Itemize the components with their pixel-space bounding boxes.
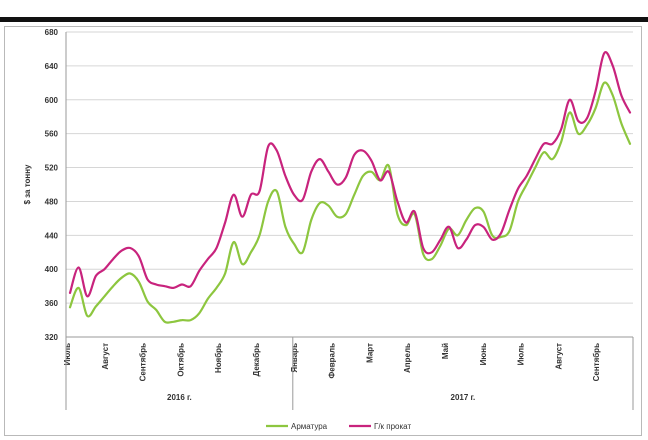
top-header-strip <box>0 0 648 22</box>
x-tick-label: Март <box>365 343 374 363</box>
y-tick-label: 640 <box>45 62 59 71</box>
x-tick-label: Июль <box>63 343 72 365</box>
x-tick-label: Июнь <box>479 343 488 365</box>
x-tick-label: Сентябрь <box>592 343 601 381</box>
y-tick-label: 680 <box>45 28 59 37</box>
y-axis-title: $ за тонну <box>23 164 32 205</box>
x-tick-label: Декабрь <box>252 343 261 377</box>
x-tick-label: Октябрь <box>176 343 185 377</box>
y-tick-label: 320 <box>45 333 59 342</box>
legend-entry: Арматура <box>291 422 328 431</box>
y-tick-label: 400 <box>45 265 59 274</box>
y-tick-label: 440 <box>45 231 59 240</box>
x-tick-label: Август <box>101 343 110 370</box>
header-rule <box>0 17 648 22</box>
y-tick-label: 520 <box>45 164 59 173</box>
series-line-hot-rolled <box>68 51 632 298</box>
y-tick-label: 360 <box>45 299 59 308</box>
x-tick-label: Август <box>554 343 563 370</box>
year-label: 2016 г. <box>167 393 192 402</box>
x-tick-label: Сентябрь <box>139 343 148 381</box>
series-line-armatura <box>68 81 632 324</box>
x-tick-label: Апрель <box>403 343 412 373</box>
year-label: 2017 г. <box>451 393 476 402</box>
y-tick-label: 480 <box>45 197 59 206</box>
x-tick-label: Февраль <box>328 343 337 379</box>
x-tick-label: Июль <box>517 343 526 365</box>
chart-panel <box>4 26 642 436</box>
y-tick-label: 600 <box>45 96 59 105</box>
legend-entry: Г/к прокат <box>374 422 411 431</box>
y-tick-label: 560 <box>45 130 59 139</box>
x-tick-label: Ноябрь <box>214 343 223 373</box>
x-tick-label: Май <box>441 343 450 359</box>
x-tick-label: Январь <box>290 343 299 373</box>
